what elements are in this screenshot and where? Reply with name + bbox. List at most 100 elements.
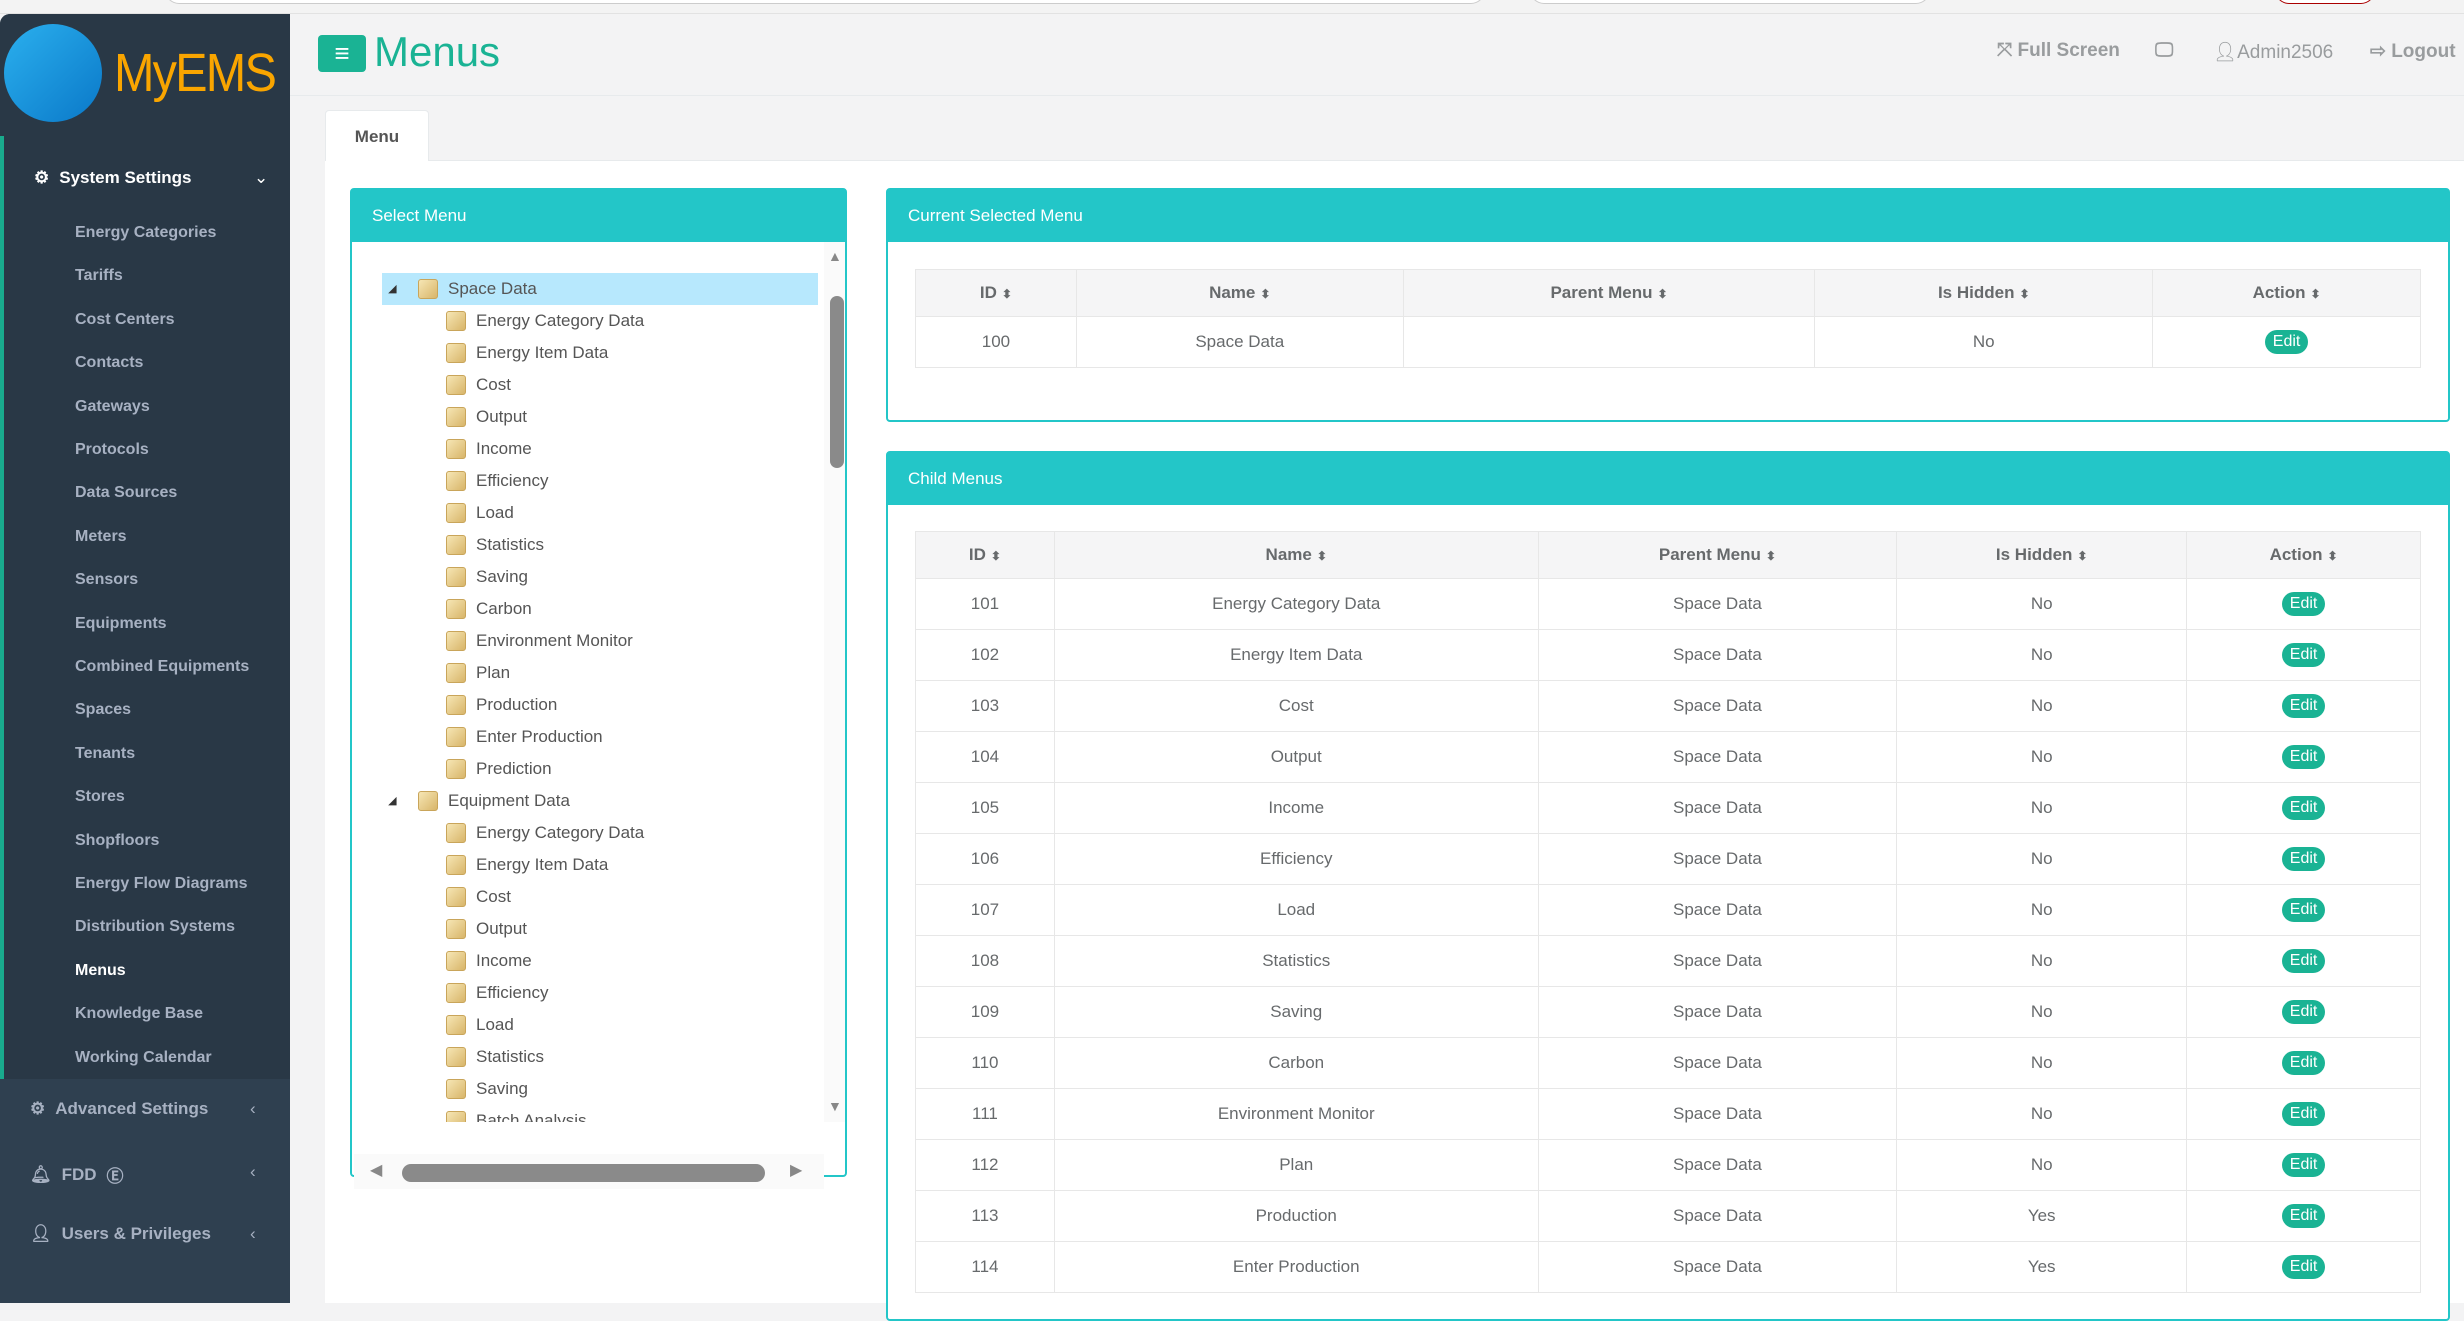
sidebar-item-tariffs[interactable]: Tariffs (75, 267, 123, 285)
column-header[interactable]: Action ⬍ (2152, 269, 2421, 317)
tree-node[interactable]: Saving (446, 561, 818, 593)
edit-button[interactable]: Edit (2281, 1255, 2326, 1279)
sidebar-item-working-calendar[interactable]: Working Calendar (75, 1048, 212, 1066)
nav-fdd[interactable]: 🔔︎ FDD Ⓔ (30, 1162, 124, 1187)
tree-node[interactable]: Output (446, 913, 818, 945)
tree-node[interactable]: Energy Category Data (446, 817, 818, 849)
sidebar-item-combined-equipments[interactable]: Combined Equipments (75, 658, 250, 675)
sidebar-item-equipments[interactable]: Equipments (75, 614, 167, 632)
sidebar-item-contacts[interactable]: Contacts (75, 354, 144, 372)
horizontal-scrollbar[interactable]: ◀ ▶ (354, 1154, 824, 1189)
tree-node[interactable]: Prediction (446, 753, 818, 785)
edit-button[interactable]: Edit (2281, 796, 2326, 820)
nav-users-privileges[interactable]: 👤︎ Users & Privileges (30, 1224, 211, 1244)
edit-button[interactable]: Edit (2281, 745, 2326, 769)
sidebar-item-sensors[interactable]: Sensors (75, 571, 139, 589)
horizontal-scroll-thumb[interactable] (402, 1164, 765, 1182)
tree-node[interactable]: Cost (446, 881, 818, 913)
scroll-left-icon[interactable]: ◀ (370, 1162, 383, 1179)
column-header[interactable]: Is Hidden ⬍ (1814, 269, 2154, 317)
tree-node[interactable]: Environment Monitor (446, 625, 818, 657)
tree-node[interactable]: Energy Item Data (446, 337, 818, 369)
nav-advanced-settings[interactable]: ⚙ Advanced Settings (30, 1099, 208, 1119)
chevron-down-icon[interactable]: ⌄ (254, 168, 269, 187)
tree-node[interactable]: Plan (446, 657, 818, 689)
sidebar-item-menus[interactable]: Menus (75, 961, 126, 979)
logout-button[interactable]: ⇨ Logout (2370, 40, 2456, 63)
edit-button[interactable]: Edit (2281, 643, 2326, 667)
tree-node[interactable]: Statistics (446, 529, 818, 561)
monitor-icon[interactable]: 🖵︎ (2155, 40, 2174, 61)
sidebar-item-meters[interactable]: Meters (75, 527, 127, 545)
sort-icon[interactable]: ⬍ (1316, 549, 1327, 563)
address-bar[interactable] (165, 0, 1485, 4)
sidebar-item-energy-flow-diagrams[interactable]: Energy Flow Diagrams (75, 875, 248, 892)
column-header[interactable]: ID ⬍ (915, 269, 1077, 317)
sidebar-item-distribution-systems[interactable]: Distribution Systems (75, 918, 236, 936)
sort-icon[interactable]: ⬍ (1260, 287, 1271, 301)
scroll-down-icon[interactable]: ▼ (828, 1098, 842, 1114)
column-header[interactable]: Name ⬍ (1053, 531, 1539, 579)
tree-node[interactable]: Cost (446, 369, 818, 401)
expand-triangle-icon[interactable]: ◢ (382, 795, 397, 807)
edit-button[interactable]: Edit (2281, 592, 2326, 616)
edit-button[interactable]: Edit (2281, 1204, 2326, 1228)
full-screen-button[interactable]: ⤧ Full Screen (1997, 40, 2120, 62)
sidebar-item-cost-centers[interactable]: Cost Centers (75, 310, 175, 328)
tree-node[interactable]: ◢ Equipment Data (382, 785, 818, 817)
edit-button[interactable]: Edit (2281, 1000, 2326, 1024)
tree-node[interactable]: Production (446, 689, 818, 721)
user-menu[interactable]: 👤︎Admin2506 (2213, 40, 2333, 64)
sidebar-item-tenants[interactable]: Tenants (75, 744, 136, 762)
tree-node[interactable]: Saving (446, 1073, 818, 1105)
column-header[interactable]: ID ⬍ (915, 531, 1055, 579)
logo[interactable]: MyEMS (0, 14, 290, 136)
chevron-left-icon[interactable]: ‹ (250, 1162, 256, 1181)
chevron-left-icon[interactable]: ‹ (250, 1099, 256, 1118)
sort-icon[interactable]: ⬍ (2019, 287, 2030, 301)
sort-icon[interactable]: ⬍ (1657, 287, 1668, 301)
edit-button[interactable]: Edit (2281, 1051, 2326, 1075)
column-header[interactable]: Name ⬍ (1075, 269, 1404, 317)
tree-node[interactable]: Income (446, 945, 818, 977)
sidebar-item-protocols[interactable]: Protocols (75, 441, 149, 458)
tree-node[interactable]: Efficiency (446, 977, 818, 1009)
column-header[interactable]: Is Hidden ⬍ (1896, 531, 2188, 579)
column-header[interactable]: Action ⬍ (2186, 531, 2421, 579)
sidebar-item-gateways[interactable]: Gateways (75, 397, 150, 415)
edit-button[interactable]: Edit (2264, 330, 2309, 354)
scroll-up-icon[interactable]: ▲ (828, 248, 842, 264)
menu-tree[interactable]: ◢ Space Data Energy Category Data Energy It… (354, 242, 845, 1122)
sort-icon[interactable]: ⬍ (1765, 549, 1776, 563)
column-header[interactable]: Parent Menu ⬍ (1537, 531, 1898, 579)
sort-icon[interactable]: ⬍ (990, 549, 1001, 563)
tree-node[interactable]: ◢ Space Data (382, 273, 818, 305)
edit-button[interactable]: Edit (2281, 949, 2326, 973)
sort-icon[interactable]: ⬍ (2310, 287, 2321, 301)
tree-node[interactable]: Load (446, 497, 818, 529)
tree-node[interactable]: Income (446, 433, 818, 465)
sidebar-item-stores[interactable]: Stores (75, 788, 125, 806)
browser-button[interactable] (2275, 0, 2375, 4)
sidebar-item-spaces[interactable]: Spaces (75, 701, 132, 719)
tree-node[interactable]: Statistics (446, 1041, 818, 1073)
sidebar-item-shopfloors[interactable]: Shopfloors (75, 831, 160, 849)
tree-node[interactable]: Enter Production (446, 721, 818, 753)
scroll-right-icon[interactable]: ▶ (790, 1162, 803, 1179)
tree-node[interactable]: Energy Item Data (446, 849, 818, 881)
tree-node[interactable]: Output (446, 401, 818, 433)
tree-node[interactable]: Batch Analysis (446, 1105, 818, 1122)
expand-triangle-icon[interactable]: ◢ (382, 283, 397, 295)
sidebar-item-energy-categories[interactable]: Energy Categories (75, 224, 217, 241)
sort-icon[interactable]: ⬍ (2327, 549, 2338, 563)
edit-button[interactable]: Edit (2281, 898, 2326, 922)
edit-button[interactable]: Edit (2281, 847, 2326, 871)
column-header[interactable]: Parent Menu ⬍ (1402, 269, 1816, 317)
nav-system-settings[interactable]: ⚙ System Settings (34, 168, 192, 188)
tree-node[interactable]: Carbon (446, 593, 818, 625)
sort-icon[interactable]: ⬍ (1001, 287, 1012, 301)
search-bar[interactable] (1530, 0, 1930, 4)
sort-icon[interactable]: ⬍ (2077, 549, 2088, 563)
edit-button[interactable]: Edit (2281, 694, 2326, 718)
tab-menu[interactable]: Menu (325, 110, 429, 161)
